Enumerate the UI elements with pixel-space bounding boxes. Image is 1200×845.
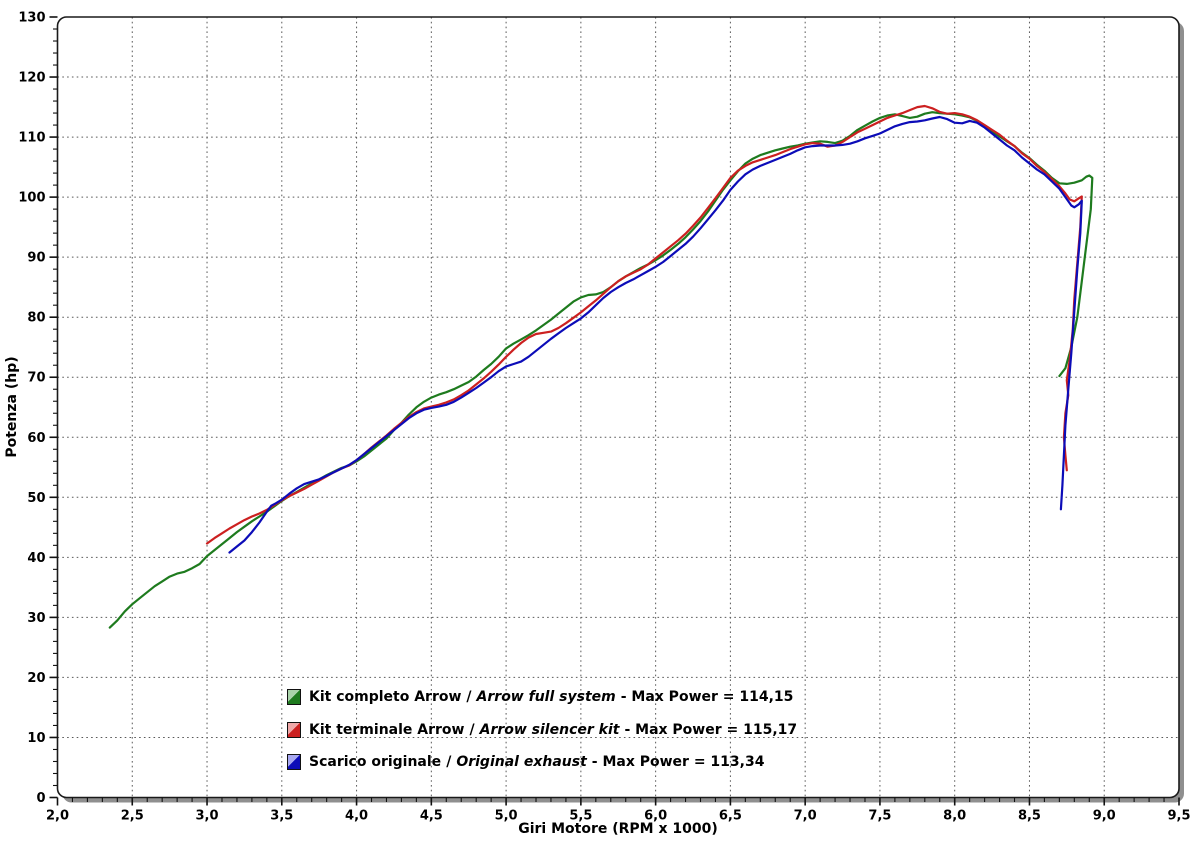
series-curves bbox=[108, 104, 1094, 629]
y-tick-label: 100 bbox=[18, 191, 45, 206]
x-tick-label: 8,0 bbox=[943, 809, 966, 824]
y-tick-label: 20 bbox=[27, 671, 45, 686]
legend: Kit completo Arrow / Arrow full system - Ma… bbox=[287, 681, 797, 779]
y-axis-title: Potenza (hp) bbox=[4, 356, 20, 458]
y-tick-label: 110 bbox=[18, 131, 45, 146]
x-tick-label: 4,5 bbox=[420, 809, 443, 824]
legend-label: Kit completo Arrow / Arrow full system - Ma… bbox=[309, 689, 793, 705]
y-tick-label: 120 bbox=[18, 71, 45, 86]
y-tick-label: 50 bbox=[27, 491, 45, 506]
x-tick-label: 9,5 bbox=[1167, 809, 1190, 824]
legend-swatch-blue bbox=[287, 754, 301, 771]
legend-label-it: Scarico originale bbox=[309, 754, 442, 771]
y-tick-label: 60 bbox=[27, 431, 45, 446]
y-tick-label: 40 bbox=[27, 551, 45, 566]
y-tick-label: 70 bbox=[27, 371, 45, 386]
x-tick-label: 5,0 bbox=[495, 809, 518, 824]
y-tick-label: 30 bbox=[27, 611, 45, 626]
grid-vertical bbox=[131, 17, 1105, 798]
legend-label-it: Kit completo Arrow bbox=[309, 689, 462, 706]
legend-row-kit-terminale-arrow: Kit terminale Arrow / Arrow silencer kit - … bbox=[287, 714, 797, 747]
x-tick-label: 7,5 bbox=[868, 809, 891, 824]
plot-background bbox=[57, 17, 1179, 798]
x-tick-label: 8,5 bbox=[1018, 809, 1041, 824]
x-tick-label: 2,5 bbox=[121, 809, 144, 824]
legend-label-en: Arrow silencer kit bbox=[479, 721, 620, 738]
legend-row-scarico-originale: Scarico originale / Original exhaust - Max … bbox=[287, 746, 797, 779]
legend-swatch-red bbox=[287, 721, 301, 738]
legend-label-en: Arrow full system bbox=[476, 689, 616, 706]
plot-frame bbox=[56, 16, 1180, 799]
x-tick-label: 9,0 bbox=[1093, 809, 1116, 824]
legend-separator: / bbox=[469, 721, 475, 738]
x-tick-label: 3,0 bbox=[196, 809, 219, 824]
x-tick-label: 7,0 bbox=[794, 809, 817, 824]
x-tick-label: 3,5 bbox=[270, 809, 293, 824]
x-tick-label: 6,0 bbox=[644, 809, 667, 824]
legend-max-power: - Max Power = 114,15 bbox=[620, 689, 794, 706]
x-axis-title: Giri Motore (RPM x 1000) bbox=[518, 821, 718, 837]
legend-max-power: - Max Power = 113,34 bbox=[591, 754, 765, 771]
x-tick-label: 6,5 bbox=[719, 809, 742, 824]
legend-row-kit-completo-arrow: Kit completo Arrow / Arrow full system - Ma… bbox=[287, 681, 797, 714]
legend-label-en: Original exhaust bbox=[456, 754, 587, 771]
y-axis-tick-labels: 0 10 20 30 40 50 60 70 80 90 100 110 120 130 bbox=[18, 11, 45, 807]
y-tick-label: 10 bbox=[27, 731, 45, 746]
x-tick-label: 2,0 bbox=[46, 809, 69, 824]
y-tick-label: 90 bbox=[27, 251, 45, 266]
legend-separator: / bbox=[466, 689, 472, 706]
y-tick-label: 80 bbox=[27, 311, 45, 326]
legend-separator: / bbox=[446, 754, 452, 771]
legend-swatch-green bbox=[287, 689, 301, 706]
x-tick-label: 4,0 bbox=[345, 809, 368, 824]
x-axis-tick-labels: 2,0 2,5 3,0 3,5 4,0 4,5 5,0 5,5 6,0 6,5 7,0 7,5 8,0 8… bbox=[46, 809, 1191, 824]
y-axis-ticks bbox=[49, 16, 58, 799]
legend-label-it: Kit terminale Arrow bbox=[309, 721, 465, 738]
x-axis-ticks bbox=[56, 797, 1180, 806]
legend-max-power: - Max Power = 115,17 bbox=[624, 721, 798, 738]
x-tick-label: 5,5 bbox=[569, 809, 592, 824]
legend-label: Scarico originale / Original exhaust - Max … bbox=[309, 754, 764, 770]
y-tick-label: 130 bbox=[18, 11, 45, 26]
curve-scarico-originale bbox=[228, 115, 1083, 554]
legend-label: Kit terminale Arrow / Arrow silencer kit - … bbox=[309, 722, 797, 738]
y-tick-label: 0 bbox=[36, 791, 45, 806]
